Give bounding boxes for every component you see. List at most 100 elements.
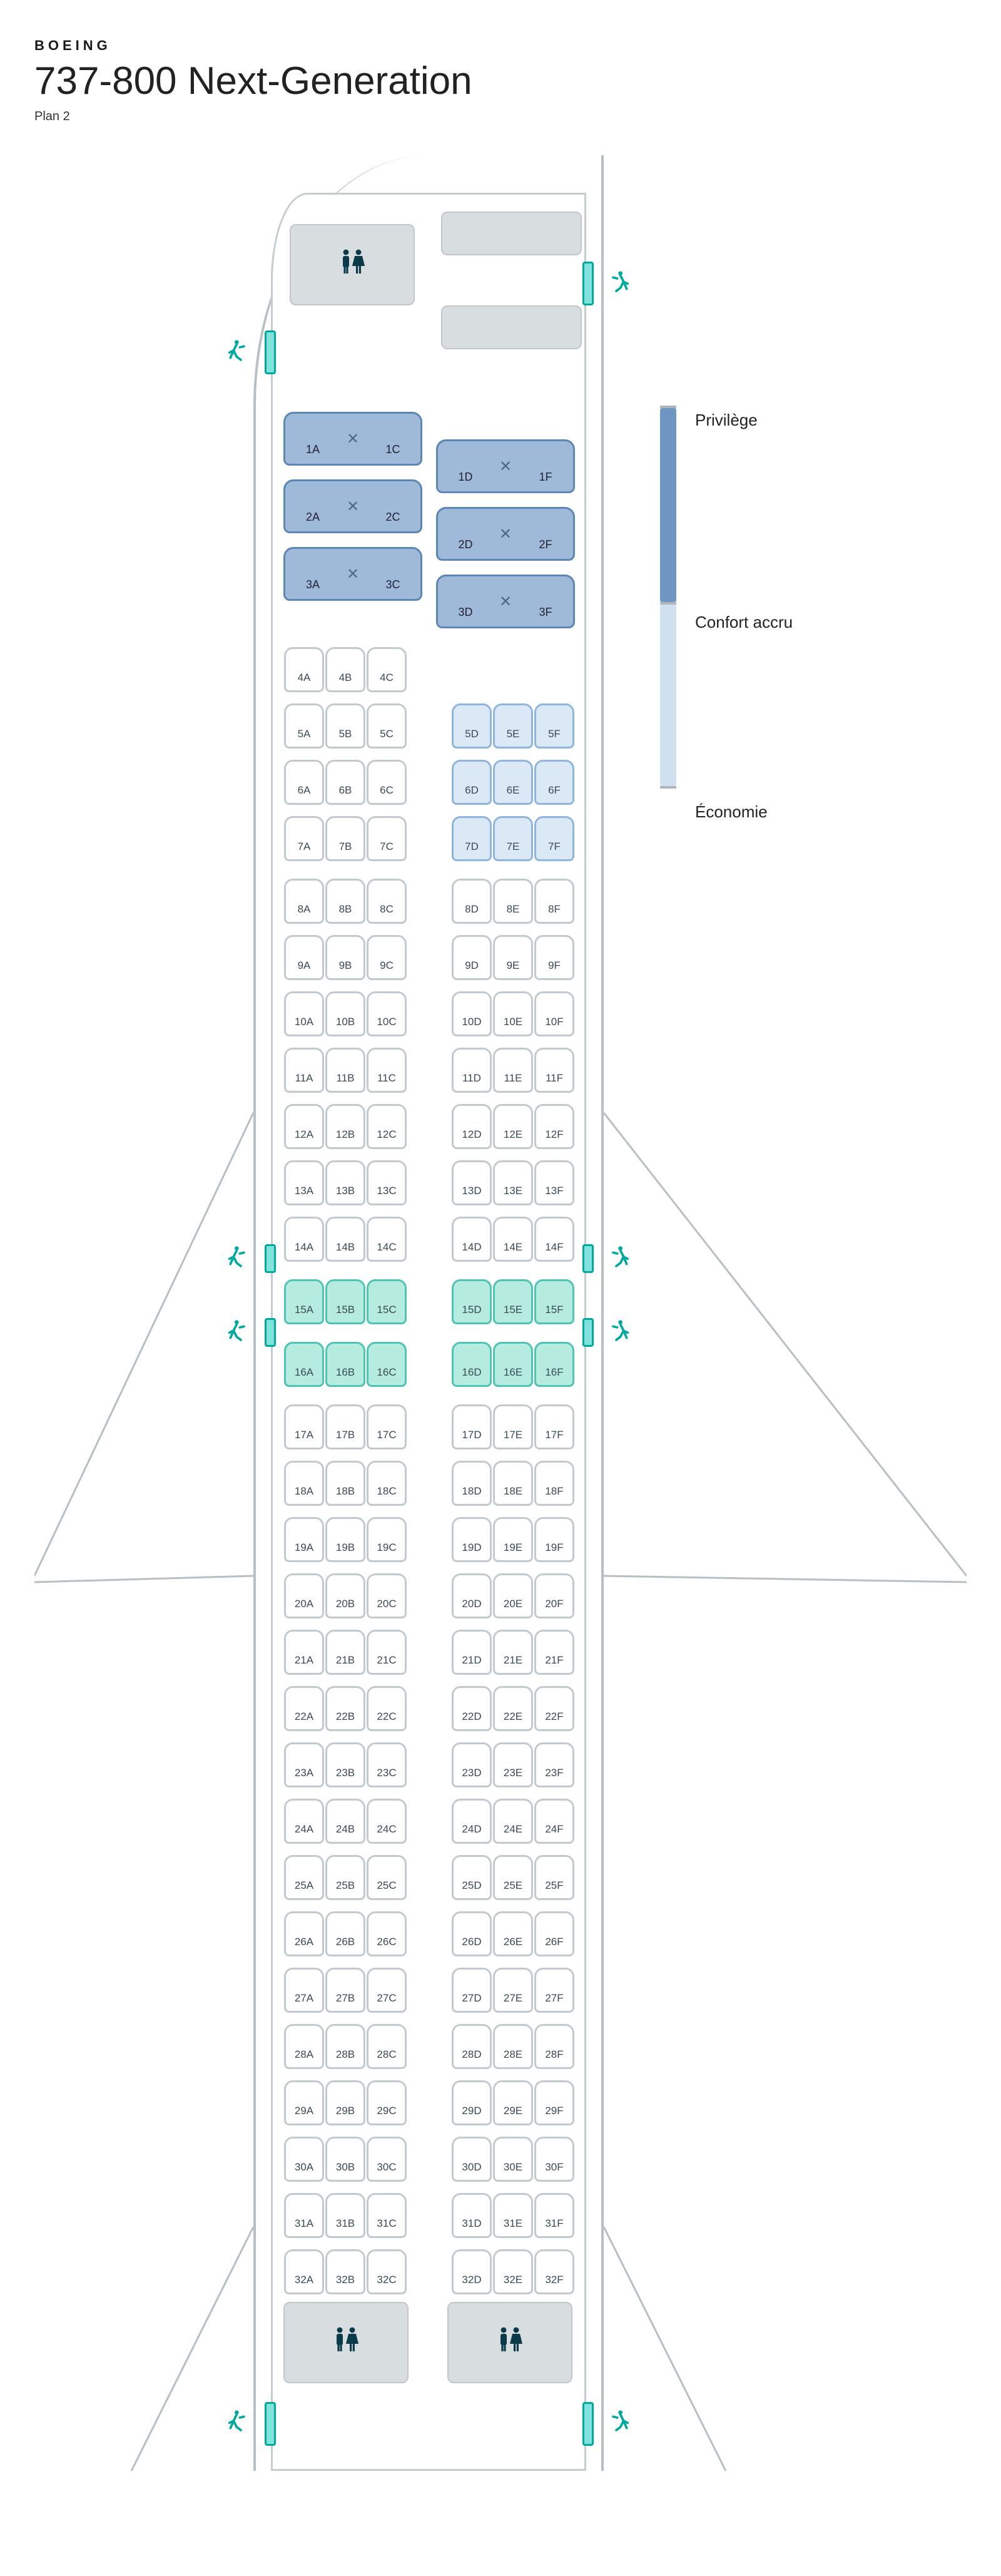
seat[interactable]: 2F xyxy=(518,509,573,559)
seat[interactable]: 10E xyxy=(493,991,533,1036)
seat[interactable]: 25D xyxy=(452,1855,492,1900)
seat[interactable]: 15B xyxy=(325,1279,365,1324)
seat[interactable]: 22F xyxy=(534,1686,574,1731)
seat[interactable]: 31E xyxy=(493,2193,533,2238)
seat[interactable]: 23C xyxy=(367,1742,407,1787)
seat[interactable]: 12C xyxy=(367,1104,407,1149)
seat[interactable]: 5F xyxy=(534,703,574,749)
seat[interactable]: 32F xyxy=(534,2249,574,2294)
seat[interactable]: 4C xyxy=(367,647,407,692)
seat[interactable]: 3F xyxy=(518,576,573,626)
seat[interactable]: 18B xyxy=(325,1461,365,1506)
seat[interactable]: 12B xyxy=(325,1104,365,1149)
seat[interactable]: 11C xyxy=(367,1048,407,1093)
seat[interactable]: 30E xyxy=(493,2137,533,2182)
seat[interactable]: 18C xyxy=(367,1461,407,1506)
seat[interactable]: 24A xyxy=(284,1799,324,1844)
seat[interactable]: 12D xyxy=(452,1104,492,1149)
seat[interactable]: 25C xyxy=(367,1855,407,1900)
seat[interactable]: 19E xyxy=(493,1517,533,1562)
seat[interactable]: 14C xyxy=(367,1217,407,1262)
seat[interactable]: 29F xyxy=(534,2080,574,2125)
seat[interactable]: 30B xyxy=(325,2137,365,2182)
seat[interactable]: 17C xyxy=(367,1404,407,1449)
seat[interactable]: 26E xyxy=(493,1911,533,1956)
seat[interactable]: 28B xyxy=(325,2024,365,2069)
seat[interactable]: 6C xyxy=(367,760,407,805)
seat[interactable]: 5E xyxy=(493,703,533,749)
seat[interactable]: 28D xyxy=(452,2024,492,2069)
seat[interactable]: 32A xyxy=(284,2249,324,2294)
seat[interactable]: 32C xyxy=(367,2249,407,2294)
seat[interactable]: 10D xyxy=(452,991,492,1036)
seat[interactable]: 25E xyxy=(493,1855,533,1900)
seat[interactable]: 16F xyxy=(534,1342,574,1387)
seat[interactable]: 9F xyxy=(534,935,574,980)
seat[interactable]: 9E xyxy=(493,935,533,980)
seat[interactable]: 27B xyxy=(325,1968,365,2013)
seat[interactable]: 19F xyxy=(534,1517,574,1562)
seat[interactable]: 28F xyxy=(534,2024,574,2069)
seat[interactable]: 20A xyxy=(284,1573,324,1618)
seat[interactable]: 21C xyxy=(367,1630,407,1675)
seat[interactable]: 26A xyxy=(284,1911,324,1956)
seat[interactable]: 16E xyxy=(493,1342,533,1387)
seat[interactable]: 20D xyxy=(452,1573,492,1618)
seat[interactable]: 7A xyxy=(284,816,324,861)
seat[interactable]: 20E xyxy=(493,1573,533,1618)
seat[interactable]: 17D xyxy=(452,1404,492,1449)
seat[interactable]: 31D xyxy=(452,2193,492,2238)
seat[interactable]: 8A xyxy=(284,879,324,924)
seat[interactable]: 9B xyxy=(325,935,365,980)
seat[interactable]: 13F xyxy=(534,1160,574,1205)
seat[interactable]: 3D xyxy=(438,576,493,626)
seat[interactable]: 8F xyxy=(534,879,574,924)
seat[interactable]: 14A xyxy=(284,1217,324,1262)
seat[interactable]: 8B xyxy=(325,879,365,924)
seat[interactable]: 12A xyxy=(284,1104,324,1149)
seat[interactable]: 17A xyxy=(284,1404,324,1449)
seat[interactable]: 23E xyxy=(493,1742,533,1787)
seat[interactable]: 32E xyxy=(493,2249,533,2294)
seat[interactable]: 7D xyxy=(452,816,492,861)
seat[interactable]: 17F xyxy=(534,1404,574,1449)
seat[interactable]: 14B xyxy=(325,1217,365,1262)
seat[interactable]: 32D xyxy=(452,2249,492,2294)
seat[interactable]: 13E xyxy=(493,1160,533,1205)
seat[interactable]: 12E xyxy=(493,1104,533,1149)
seat[interactable]: 31F xyxy=(534,2193,574,2238)
seat[interactable]: 29C xyxy=(367,2080,407,2125)
seat[interactable]: 26C xyxy=(367,1911,407,1956)
seat[interactable]: 9A xyxy=(284,935,324,980)
seat[interactable]: 29E xyxy=(493,2080,533,2125)
seat[interactable]: 18A xyxy=(284,1461,324,1506)
seat[interactable]: 6B xyxy=(325,760,365,805)
seat[interactable]: 28C xyxy=(367,2024,407,2069)
seat[interactable]: 14D xyxy=(452,1217,492,1262)
seat[interactable]: 25A xyxy=(284,1855,324,1900)
seat[interactable]: 18E xyxy=(493,1461,533,1506)
seat[interactable]: 26D xyxy=(452,1911,492,1956)
seat[interactable]: 11B xyxy=(325,1048,365,1093)
seat[interactable]: 29B xyxy=(325,2080,365,2125)
seat[interactable]: 23B xyxy=(325,1742,365,1787)
seat[interactable]: 24E xyxy=(493,1799,533,1844)
seat[interactable]: 4B xyxy=(325,647,365,692)
seat[interactable]: 30A xyxy=(284,2137,324,2182)
seat[interactable]: 20F xyxy=(534,1573,574,1618)
seat[interactable]: 10A xyxy=(284,991,324,1036)
seat[interactable]: 24D xyxy=(452,1799,492,1844)
seat[interactable]: 10F xyxy=(534,991,574,1036)
seat[interactable]: 24F xyxy=(534,1799,574,1844)
seat[interactable]: 22C xyxy=(367,1686,407,1731)
seat[interactable]: 21D xyxy=(452,1630,492,1675)
seat[interactable]: 11D xyxy=(452,1048,492,1093)
seat[interactable]: 21A xyxy=(284,1630,324,1675)
seat[interactable]: 22E xyxy=(493,1686,533,1731)
seat[interactable]: 19D xyxy=(452,1517,492,1562)
seat[interactable]: 19C xyxy=(367,1517,407,1562)
seat[interactable]: 30D xyxy=(452,2137,492,2182)
seat[interactable]: 13A xyxy=(284,1160,324,1205)
seat[interactable]: 7E xyxy=(493,816,533,861)
seat[interactable]: 17E xyxy=(493,1404,533,1449)
